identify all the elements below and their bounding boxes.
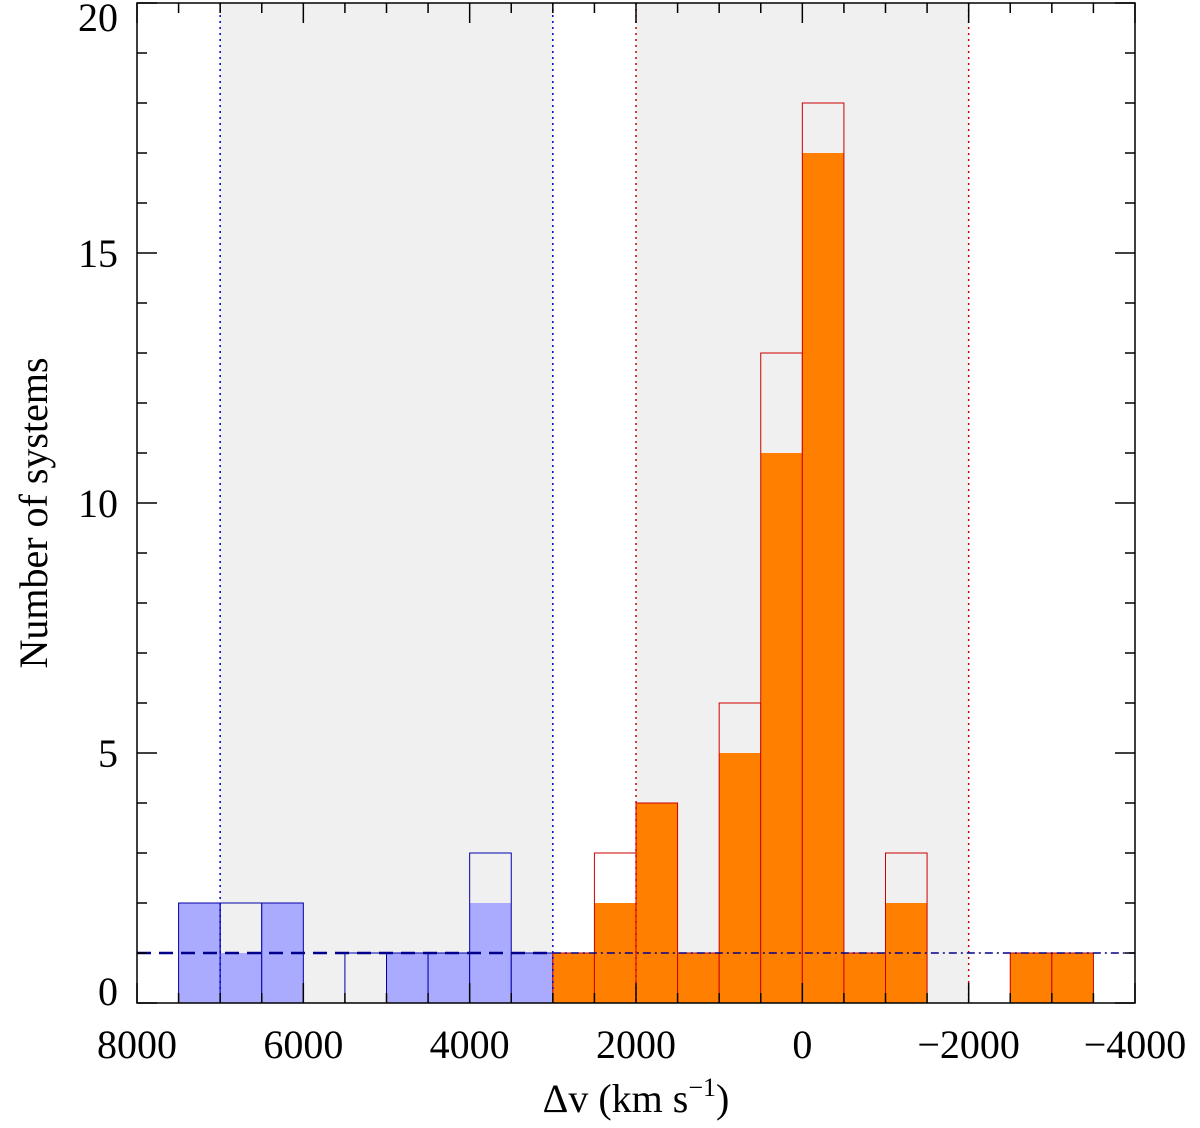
bar-filled-s1-3 (677, 953, 720, 1003)
y-tick-labels: 0 5 10 15 20 (78, 0, 118, 1014)
bar-filled-s0-8 (511, 953, 553, 1003)
bar-filled-s1-11 (1010, 953, 1052, 1003)
x-tick-label: −2000 (917, 1022, 1020, 1067)
y-axis-title: Number of systems (11, 357, 56, 668)
x-tick-label: 0 (792, 1022, 812, 1067)
bar-filled-s1-0 (552, 953, 595, 1003)
shaded-region-0 (220, 3, 553, 1003)
histogram-bars (178, 102, 1094, 1004)
x-tick-label: 2000 (596, 1022, 676, 1067)
bar-filled-s1-12 (1051, 953, 1094, 1003)
y-tick-label: 5 (98, 731, 118, 776)
y-tick-label: 10 (78, 481, 118, 526)
vertical-lines (219, 3, 970, 1003)
y-tick-label: 0 (98, 969, 118, 1014)
x-tick-labels: 8000 6000 4000 2000 0 −2000 −4000 (97, 1022, 1186, 1067)
x-tick-label: 8000 (97, 1022, 177, 1067)
bar-filled-s0-1 (220, 953, 262, 1003)
x-tick-label: 6000 (263, 1022, 343, 1067)
bar-filled-s1-6 (802, 153, 844, 1003)
bar-filled-s1-7 (843, 953, 886, 1003)
y-tick-label: 15 (78, 231, 118, 276)
bar-filled-s0-6 (428, 953, 470, 1003)
bar-filled-s1-4 (719, 753, 761, 1003)
x-tick-label: −4000 (1084, 1022, 1187, 1067)
y-tick-label: 20 (78, 0, 118, 40)
bar-filled-s1-2 (636, 803, 678, 1003)
axis-ticks (136, 2, 1136, 1004)
bar-filled-s0-5 (386, 953, 429, 1003)
bar-filled-s1-8 (885, 903, 928, 1003)
x-tick-label: 4000 (430, 1022, 510, 1067)
x-axis-title: Δv (km s−1) (543, 1073, 730, 1121)
bar-filled-s1-5 (760, 453, 803, 1003)
